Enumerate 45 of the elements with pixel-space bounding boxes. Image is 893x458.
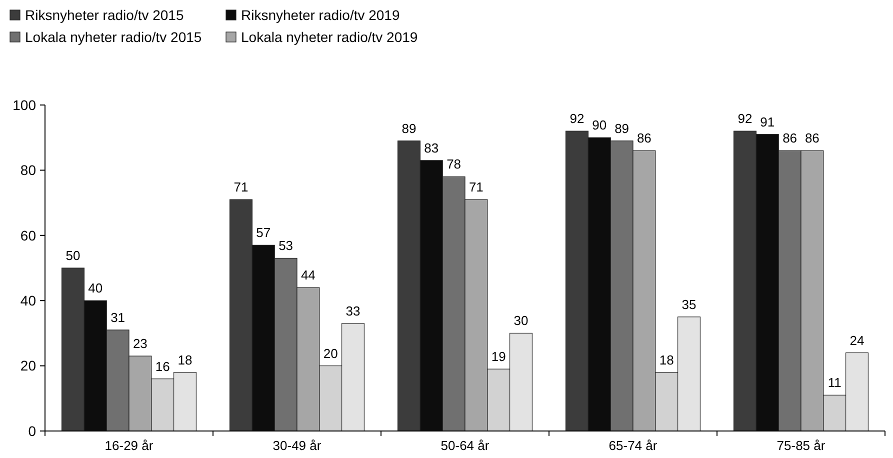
data-label: 40 — [88, 280, 103, 296]
data-label: 71 — [234, 180, 248, 195]
legend-label: Riksnyheter radio/tv 2019 — [241, 6, 400, 23]
legend-label: Lokala nyheter radio/tv 2015 — [25, 28, 202, 45]
data-label: 91 — [760, 114, 775, 130]
x-tick-label: 16-29 år — [104, 438, 154, 453]
y-tick-label: 60 — [20, 227, 36, 244]
data-label: 19 — [491, 349, 506, 364]
data-label: 89 — [614, 120, 630, 136]
data-label: 18 — [659, 352, 674, 368]
data-label: 16 — [155, 358, 170, 374]
data-label: 92 — [570, 111, 584, 126]
data-label: 35 — [682, 296, 696, 312]
data-label: 86 — [782, 130, 798, 146]
data-label: 50 — [66, 248, 80, 263]
data-label: 89 — [402, 120, 416, 136]
data-label: 78 — [446, 156, 462, 172]
data-label: 86 — [636, 130, 652, 146]
x-tick-label: 75-85 år — [776, 438, 826, 453]
legend-label: Lokala nyheter radio/tv 2019 — [241, 28, 418, 45]
data-label: 83 — [424, 140, 439, 156]
data-label: 24 — [850, 332, 864, 348]
data-label: 20 — [323, 346, 338, 361]
data-label: 33 — [346, 303, 360, 318]
data-label: 18 — [178, 352, 192, 368]
legend-label: Riksnyheter radio/tv 2015 — [25, 6, 184, 23]
y-tick-label: 80 — [20, 162, 36, 178]
x-tick-label: 30-49 år — [272, 438, 322, 453]
y-tick-label: 100 — [12, 96, 36, 113]
data-label: 23 — [132, 336, 148, 352]
data-label: 30 — [514, 313, 528, 328]
data-label: 57 — [256, 225, 271, 240]
data-label: 11 — [828, 375, 842, 390]
data-label: 86 — [804, 130, 820, 146]
data-label: 71 — [468, 180, 484, 195]
x-tick-label: 50-64 år — [440, 438, 490, 453]
data-label: 31 — [110, 310, 126, 325]
data-label: 92 — [738, 111, 752, 126]
y-tick-label: 0 — [28, 422, 36, 439]
data-label: 53 — [278, 238, 294, 254]
x-tick-label: 65-74 år — [608, 438, 658, 453]
data-label: 90 — [592, 118, 607, 133]
data-label: 44 — [300, 268, 316, 283]
y-tick-label: 20 — [20, 358, 36, 374]
y-tick-label: 40 — [20, 292, 36, 308]
